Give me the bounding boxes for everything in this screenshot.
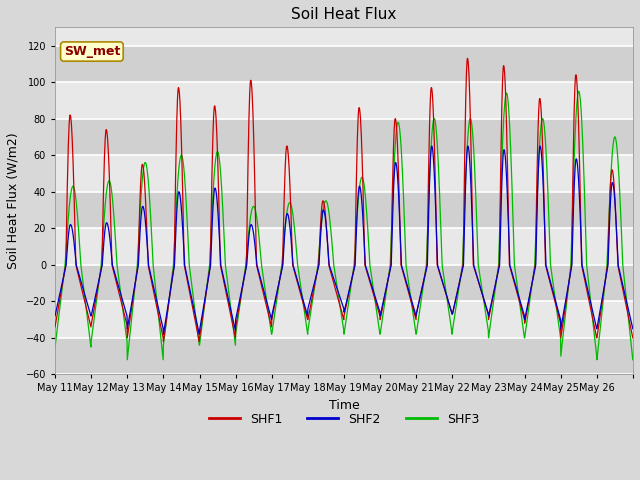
Bar bbox=[55, 46, 633, 82]
Bar bbox=[55, 155, 633, 192]
SHF2 bbox=[159, 331, 167, 337]
SHF3 bbox=[51, 344, 59, 350]
SHF2 bbox=[518, 306, 526, 312]
SHF2 bbox=[109, 264, 116, 269]
Legend: SHF1, SHF2, SHF3: SHF1, SHF2, SHF3 bbox=[204, 408, 484, 431]
Bar bbox=[55, 228, 633, 265]
SHF3 bbox=[109, 199, 116, 204]
SHF1 bbox=[629, 335, 637, 341]
Line: SHF1: SHF1 bbox=[55, 59, 633, 341]
SHF2 bbox=[428, 143, 436, 149]
SHF2 bbox=[621, 292, 629, 298]
SHF2 bbox=[629, 326, 637, 332]
SHF1 bbox=[234, 312, 241, 318]
SHF3 bbox=[551, 293, 559, 299]
SHF3 bbox=[621, 283, 629, 289]
SHF3 bbox=[575, 88, 582, 94]
SHF3 bbox=[379, 312, 387, 318]
Line: SHF2: SHF2 bbox=[55, 146, 633, 334]
SHF1 bbox=[109, 265, 116, 271]
Bar bbox=[55, 265, 633, 301]
SHF3 bbox=[629, 357, 637, 363]
Bar bbox=[55, 301, 633, 338]
SHF2 bbox=[51, 313, 59, 319]
SHF3 bbox=[518, 319, 526, 324]
SHF1 bbox=[621, 297, 629, 303]
Line: SHF3: SHF3 bbox=[55, 91, 633, 360]
Text: SW_met: SW_met bbox=[64, 45, 120, 58]
SHF1 bbox=[379, 302, 387, 308]
Bar bbox=[55, 192, 633, 228]
SHF2 bbox=[551, 296, 559, 302]
SHF1 bbox=[51, 324, 59, 330]
SHF1 bbox=[551, 299, 559, 305]
SHF1 bbox=[518, 310, 526, 315]
SHF2 bbox=[379, 300, 387, 306]
Y-axis label: Soil Heat Flux (W/m2): Soil Heat Flux (W/m2) bbox=[7, 132, 20, 269]
Bar bbox=[55, 119, 633, 155]
Bar bbox=[55, 338, 633, 374]
Bar bbox=[55, 82, 633, 119]
SHF3 bbox=[124, 357, 131, 363]
SHF1 bbox=[463, 56, 471, 61]
Title: Soil Heat Flux: Soil Heat Flux bbox=[291, 7, 397, 22]
SHF3 bbox=[234, 317, 241, 323]
X-axis label: Time: Time bbox=[329, 399, 360, 412]
SHF2 bbox=[234, 307, 241, 312]
SHF1 bbox=[159, 338, 167, 344]
